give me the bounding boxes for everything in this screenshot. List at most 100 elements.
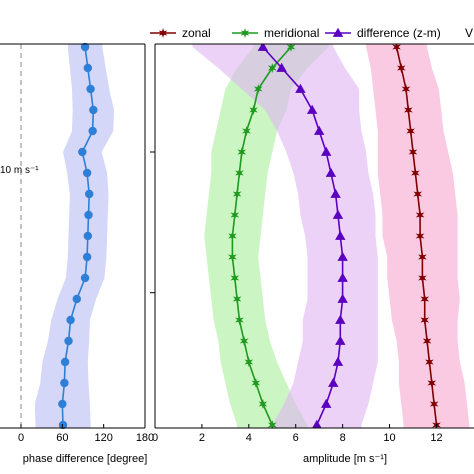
amplitude-point-2-18 (312, 419, 322, 428)
amplitude-point-0-7 (413, 189, 422, 199)
amplitude-point-1-16 (251, 378, 261, 388)
phase-point-0-9 (83, 231, 93, 241)
amplitude-point-0-4 (406, 126, 415, 136)
amplitude-point-1-1 (267, 63, 277, 73)
amplitude-point-2-4 (313, 125, 325, 135)
amplitude-point-1-8 (230, 210, 240, 220)
amplitude-band-0 (366, 44, 470, 428)
amplitude-point-0-1 (397, 63, 406, 73)
amplitude-point-0-15 (425, 357, 434, 367)
right-y-ticks (150, 151, 155, 294)
amplitude-point-1-6 (235, 168, 244, 178)
phase-point-0-14 (64, 336, 73, 346)
right-x-tick-label-6: 12 (430, 432, 442, 444)
phase-point-0-8 (84, 210, 93, 220)
amplitude-point-1-14 (239, 336, 249, 346)
phase-point-0-16 (60, 378, 69, 388)
amplitude-point-2-8 (332, 209, 344, 219)
amplitude-point-2-14 (335, 335, 346, 345)
amplitude-point-2-13 (335, 314, 346, 324)
phase-band-0 (34, 44, 114, 428)
phase-point-0-13 (66, 315, 75, 325)
amplitude-point-0-3 (404, 105, 413, 115)
phase-point-0-1 (83, 63, 93, 73)
amplitude-point-2-3 (306, 104, 318, 114)
phase-series (58, 42, 98, 430)
amplitude-point-0-5 (408, 147, 418, 157)
amplitude-point-2-9 (335, 230, 346, 240)
legend-label-2: difference (z-m) (357, 26, 441, 40)
left-annotation: 10 m s⁻¹ (0, 165, 39, 176)
amplitude-point-1-13 (235, 315, 244, 325)
left-x-tick-label-2: 120 (94, 432, 112, 444)
legend: zonal meridional difference (z-m) V (150, 26, 473, 40)
amplitude-point-1-15 (244, 357, 254, 367)
amplitude-point-1-4 (242, 126, 251, 136)
amplitude-point-1-10 (228, 252, 237, 262)
right-x-tick-label-1: 2 (199, 432, 205, 444)
legend-label-0: zonal (182, 26, 211, 40)
right-x-tick-label-5: 10 (383, 432, 395, 444)
legend-label-1: meridional (264, 26, 319, 40)
left-x-tick-label-3: 180 (136, 432, 154, 444)
amplitude-point-1-7 (232, 189, 242, 199)
amplitude-point-1-0 (286, 44, 296, 52)
phase-point-0-18 (58, 420, 68, 430)
amplitude-bands (192, 44, 470, 428)
amplitude-panel: 0 2 4 6 8 10 12 amplitude [m s⁻¹] (150, 43, 474, 465)
amplitude-band-1 (204, 44, 329, 428)
amplitude-point-2-12 (337, 293, 348, 303)
amplitude-point-0-11 (418, 273, 427, 283)
amplitude-point-0-9 (415, 231, 425, 241)
phase-point-0-17 (58, 399, 67, 409)
right-x-ticks: 0 2 4 6 8 10 12 (152, 424, 443, 444)
legend-marker-2 (332, 27, 344, 37)
phase-point-0-11 (80, 273, 90, 283)
phase-point-0-12 (72, 294, 82, 304)
phase-difference-panel: 0 60 120 180 10 m s⁻¹ phase difference [deg… (0, 42, 154, 465)
phase-point-0-15 (60, 357, 70, 367)
phase-point-0-3 (89, 105, 98, 115)
phase-point-0-2 (86, 84, 95, 94)
amplitude-point-0-0 (392, 44, 401, 52)
phase-point-0-0 (80, 42, 90, 52)
amplitude-point-0-8 (415, 210, 425, 220)
phase-point-0-4 (88, 126, 97, 136)
amplitude-point-1-3 (249, 105, 258, 115)
amplitude-point-0-2 (401, 84, 411, 94)
amplitude-point-2-11 (337, 272, 348, 282)
right-x-tick-label-0: 0 (152, 432, 158, 444)
right-x-tick-label-4: 8 (340, 432, 346, 444)
amplitude-point-2-16 (328, 377, 339, 387)
amplitude-point-2-17 (321, 398, 332, 408)
phase-bands (34, 44, 114, 428)
amplitude-point-0-14 (422, 336, 432, 346)
amplitude-point-0-10 (418, 252, 427, 262)
right-x-tick-label-3: 6 (293, 432, 299, 444)
amplitude-point-0-17 (429, 399, 439, 409)
amplitude-point-2-10 (337, 251, 348, 261)
amplitude-point-1-5 (237, 147, 247, 157)
phase-point-0-10 (82, 252, 92, 262)
phase-point-0-5 (78, 147, 87, 157)
amplitude-point-2-5 (321, 146, 332, 156)
right-x-axis-label: amplitude [m s⁻¹] (303, 453, 387, 465)
amplitude-point-0-13 (420, 315, 430, 325)
left-x-tick-label-1: 60 (56, 432, 68, 444)
legend-overflow-text: V (465, 26, 473, 40)
phase-point-0-7 (85, 189, 94, 199)
legend-marker-1 (240, 28, 250, 38)
left-x-axis-label: phase difference [degree] (23, 453, 148, 465)
amplitude-point-2-2 (295, 83, 306, 93)
amplitude-point-1-9 (228, 231, 237, 241)
amplitude-point-0-16 (427, 378, 437, 388)
amplitude-point-2-7 (330, 188, 341, 198)
right-x-tick-label-2: 4 (246, 432, 252, 444)
left-x-ticks: 0 60 120 180 (18, 424, 154, 444)
amplitude-point-1-11 (230, 273, 240, 283)
amplitude-point-1-18 (267, 420, 277, 428)
amplitude-point-1-17 (258, 399, 268, 409)
amplitude-point-0-12 (420, 294, 430, 304)
amplitude-point-2-15 (332, 356, 344, 366)
